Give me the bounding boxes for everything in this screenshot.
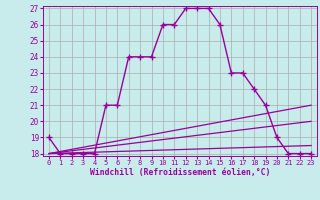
X-axis label: Windchill (Refroidissement éolien,°C): Windchill (Refroidissement éolien,°C) — [90, 168, 270, 177]
